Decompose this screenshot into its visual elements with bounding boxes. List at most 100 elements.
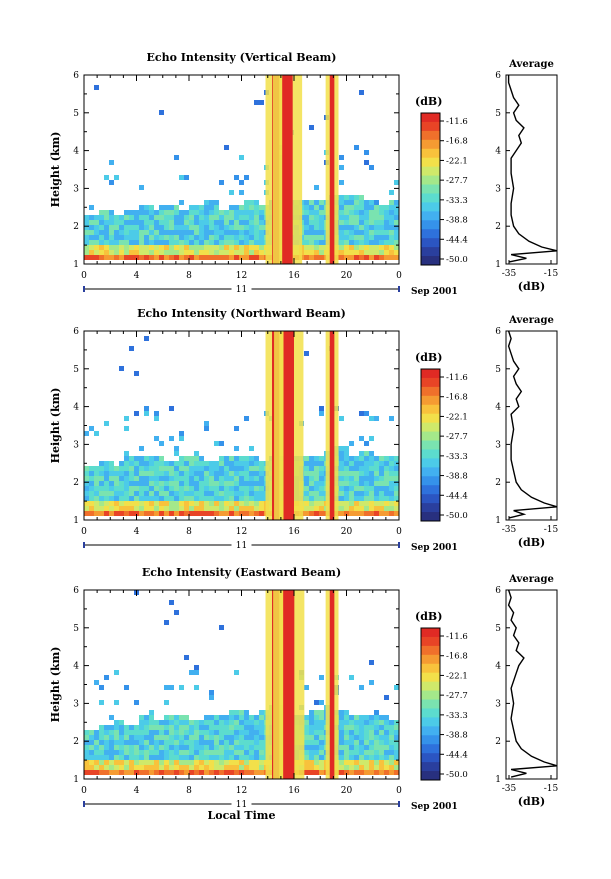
colorbar-swatch xyxy=(421,708,440,718)
date-day-bg xyxy=(231,798,252,810)
heatmap-cell xyxy=(319,765,324,770)
heatmap-cell xyxy=(184,255,189,260)
heatmap-cell xyxy=(314,235,319,240)
heatmap-cell xyxy=(239,740,244,745)
date-day-bg xyxy=(231,539,252,551)
heatmap-cell xyxy=(379,725,384,730)
heatmap-cell xyxy=(84,481,89,486)
heatmap-cell xyxy=(214,496,219,501)
heatmap-cell xyxy=(239,760,244,765)
heatmap-cell xyxy=(224,145,229,150)
heatmap-cell xyxy=(99,210,104,215)
y-tick-label: 6 xyxy=(73,586,79,596)
heatmap-cell xyxy=(344,456,349,461)
heatmap-cell xyxy=(259,230,264,235)
heatmap-cell xyxy=(169,466,174,471)
x-tick-label: 12 xyxy=(236,271,247,281)
heatmap-cell xyxy=(159,456,164,461)
heatmap-cell xyxy=(99,735,104,740)
heatmap-cell xyxy=(194,750,199,755)
heatmap-cell xyxy=(179,735,184,740)
heatmap-cell xyxy=(204,421,209,426)
heatmap-cell xyxy=(159,230,164,235)
panel-2: Echo Intensity (Eastward Beam)123456Heig… xyxy=(49,566,559,822)
heatmap-cell xyxy=(339,745,344,750)
heatmap-cell xyxy=(389,416,394,421)
colorbar-swatch xyxy=(421,771,440,781)
heatmap-cell xyxy=(209,461,214,466)
heatmap-cell xyxy=(209,695,214,700)
heatmap-cell xyxy=(254,200,259,205)
heatmap-cell xyxy=(164,511,169,516)
heatmap-cell xyxy=(234,506,239,511)
heatmap-cell xyxy=(219,235,224,240)
heatmap-cell xyxy=(314,506,319,511)
heatmap-cell xyxy=(129,225,134,230)
heatmap-cell xyxy=(369,735,374,740)
heatmap-cell xyxy=(99,230,104,235)
heatmap-cell xyxy=(109,225,114,230)
heatmap-cell xyxy=(374,735,379,740)
heatmap-cell xyxy=(219,250,224,255)
heatmap-cell xyxy=(159,461,164,466)
heatmap-cell xyxy=(389,496,394,501)
heatmap-cell xyxy=(304,720,309,725)
heatmap-cell xyxy=(239,245,244,250)
heatmap-cells xyxy=(84,331,399,520)
heatmap-cell xyxy=(114,720,119,725)
heatmap-cell xyxy=(174,715,179,720)
heatmap-cell xyxy=(224,486,229,491)
colorbar-swatch xyxy=(421,753,440,763)
heatmap-cell xyxy=(339,715,344,720)
heatmap-cell xyxy=(139,476,144,481)
heatmap-cell xyxy=(214,770,219,775)
heatmap-cell xyxy=(139,245,144,250)
heatmap-cell xyxy=(229,230,234,235)
heatmap-cell xyxy=(154,240,159,245)
heatmap-cell xyxy=(164,750,169,755)
heatmap-cell xyxy=(229,735,234,740)
heatmap-cell xyxy=(379,750,384,755)
heatmap-cell xyxy=(319,471,324,476)
heatmap-cell xyxy=(229,240,234,245)
heatmap-cell xyxy=(304,210,309,215)
heatmap-cell xyxy=(109,215,114,220)
average-x-tick-label: -35 xyxy=(502,269,517,279)
heatmap-cell xyxy=(84,471,89,476)
date-day: 11 xyxy=(236,800,247,810)
average-x-label: (dB) xyxy=(518,795,545,808)
heatmap-cell xyxy=(354,481,359,486)
heatmap-cell xyxy=(119,461,124,466)
heatmap-cell xyxy=(149,225,154,230)
heatmap-cell xyxy=(369,506,374,511)
heatmap-cell xyxy=(84,745,89,750)
heatmap-cell xyxy=(214,245,219,250)
heatmap-cell xyxy=(219,496,224,501)
heatmap-cell xyxy=(154,745,159,750)
heatmap-cell xyxy=(154,235,159,240)
heatmap-cell xyxy=(104,740,109,745)
heatmap-cell xyxy=(204,471,209,476)
heatmap-cell xyxy=(259,245,264,250)
heatmap-cell xyxy=(169,205,174,210)
heatmap-cell xyxy=(139,205,144,210)
heatmap-cell xyxy=(254,740,259,745)
heatmap-cell xyxy=(184,740,189,745)
heatmap-cell xyxy=(219,215,224,220)
heatmap-cell xyxy=(389,730,394,735)
average-y-tick-label: 5 xyxy=(495,624,501,634)
heatmap-cell xyxy=(134,725,139,730)
heatmap-cell xyxy=(194,210,199,215)
heatmap-cell xyxy=(259,740,264,745)
heatmap-cell xyxy=(244,210,249,215)
heatmap-cell xyxy=(184,235,189,240)
heatmap-cell xyxy=(199,205,204,210)
heatmap-cell xyxy=(259,720,264,725)
heatmap-cell xyxy=(344,735,349,740)
heatmap-cell xyxy=(349,441,354,446)
heatmap-cell xyxy=(254,720,259,725)
heatmap-cell xyxy=(174,745,179,750)
heatmap-cell xyxy=(144,210,149,215)
heatmap-cell xyxy=(109,235,114,240)
